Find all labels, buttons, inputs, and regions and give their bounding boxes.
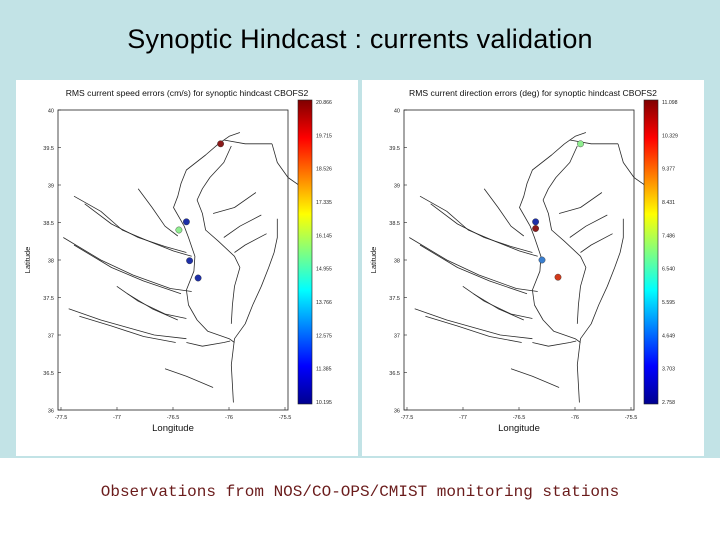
colorbar-tick-label: 9.377: [662, 167, 675, 173]
colorbar-tick-label: 8.431: [662, 200, 675, 206]
map-title: RMS current speed errors (cm/s) for syno…: [66, 88, 309, 98]
station-marker: [182, 218, 190, 226]
colorbar-tick-label: 19.715: [316, 133, 332, 139]
x-tick-label: -77: [113, 415, 121, 421]
plot-frame: [403, 109, 635, 411]
station-marker: [577, 140, 584, 148]
y-tick-label: 36: [394, 409, 400, 415]
colorbar: [643, 99, 659, 405]
station-marker: [532, 225, 540, 232]
y-tick-label: 37.5: [43, 296, 54, 302]
map-title: RMS current direction errors (deg) for s…: [409, 88, 657, 98]
colorbar-tick-label: 10.195: [316, 400, 332, 406]
y-tick-label: 39.5: [43, 146, 54, 152]
slide-title: Synoptic Hindcast : currents validation: [127, 23, 593, 54]
speed-error-map-panel: RMS current speed errors (cm/s) for syno…: [16, 80, 358, 456]
colorbar-tick-label: 7.486: [662, 233, 675, 239]
direction-error-map-panel: RMS current direction errors (deg) for s…: [362, 80, 704, 456]
colorbar-tick-label: 20.866: [316, 100, 332, 106]
colorbar-tick-label: 13.766: [316, 300, 332, 306]
y-tick-label: 36.5: [43, 371, 54, 377]
colorbar-tick-label: 17.335: [316, 200, 332, 206]
colorbar: [297, 99, 313, 405]
coastline: [63, 132, 305, 403]
station-marker: [194, 274, 202, 282]
y-tick-label: 39: [48, 184, 54, 190]
y-tick-label: 39: [394, 184, 400, 190]
colorbar-tick-label: 6.540: [662, 267, 675, 273]
colorbar-tick-label: 2.758: [662, 400, 675, 406]
coastline: [409, 132, 651, 403]
y-tick-label: 37.5: [389, 296, 400, 302]
colorbar-tick-label: 18.526: [316, 167, 332, 173]
station-marker: [175, 226, 183, 234]
y-tick-label: 38: [394, 259, 400, 265]
y-axis-label: Latitude: [23, 247, 32, 274]
station-marker: [532, 218, 540, 226]
colorbar-tick-label: 3.703: [662, 367, 675, 373]
x-tick-label: -75.5: [625, 415, 638, 421]
x-tick-label: -76.5: [513, 415, 526, 421]
y-tick-label: 39.5: [389, 146, 400, 152]
x-axis-label: Longitude: [498, 423, 540, 434]
x-tick-label: -76: [225, 415, 233, 421]
colorbar-tick-label: 11.385: [316, 367, 332, 373]
y-axis-label: Latitude: [369, 247, 378, 274]
x-tick-label: -76: [571, 415, 579, 421]
colorbar-tick-label: 12.575: [316, 333, 332, 339]
station-marker: [217, 140, 225, 148]
x-tick-label: -76.5: [167, 415, 180, 421]
station-marker: [554, 273, 562, 281]
colorbar-tick-label: 4.649: [662, 333, 675, 339]
y-tick-label: 38: [48, 259, 54, 265]
colorbar-tick-label: 14.955: [316, 267, 332, 273]
colorbar-tick-label: 10.329: [662, 133, 678, 139]
speed-error-map: RMS current speed errors (cm/s) for syno…: [23, 88, 332, 434]
direction-error-map: RMS current direction errors (deg) for s…: [369, 88, 678, 434]
station-marker: [538, 256, 546, 264]
x-axis-label: Longitude: [152, 423, 194, 434]
colorbar-tick-label: 16.145: [316, 233, 332, 239]
y-tick-label: 38.5: [389, 221, 400, 227]
y-tick-label: 37: [48, 334, 54, 340]
y-tick-label: 36.5: [389, 371, 400, 377]
y-tick-label: 36: [48, 409, 54, 415]
colorbar-tick-label: 11.098: [662, 100, 678, 106]
plot-frame: [57, 109, 289, 411]
x-tick-label: -77.5: [401, 415, 414, 421]
caption-band: [0, 458, 720, 540]
station-marker: [186, 257, 194, 265]
y-tick-label: 40: [48, 109, 54, 115]
slide-caption: Observations from NOS/CO-OPS/CMIST monit…: [100, 483, 620, 501]
y-tick-label: 37: [394, 334, 400, 340]
title-band: Synoptic Hindcast : currents validation: [0, 0, 720, 78]
y-tick-label: 40: [394, 109, 400, 115]
x-tick-label: -77.5: [55, 415, 68, 421]
x-tick-label: -77: [459, 415, 467, 421]
y-tick-label: 38.5: [43, 221, 54, 227]
x-tick-label: -75.5: [279, 415, 292, 421]
colorbar-tick-label: 5.595: [662, 300, 675, 306]
